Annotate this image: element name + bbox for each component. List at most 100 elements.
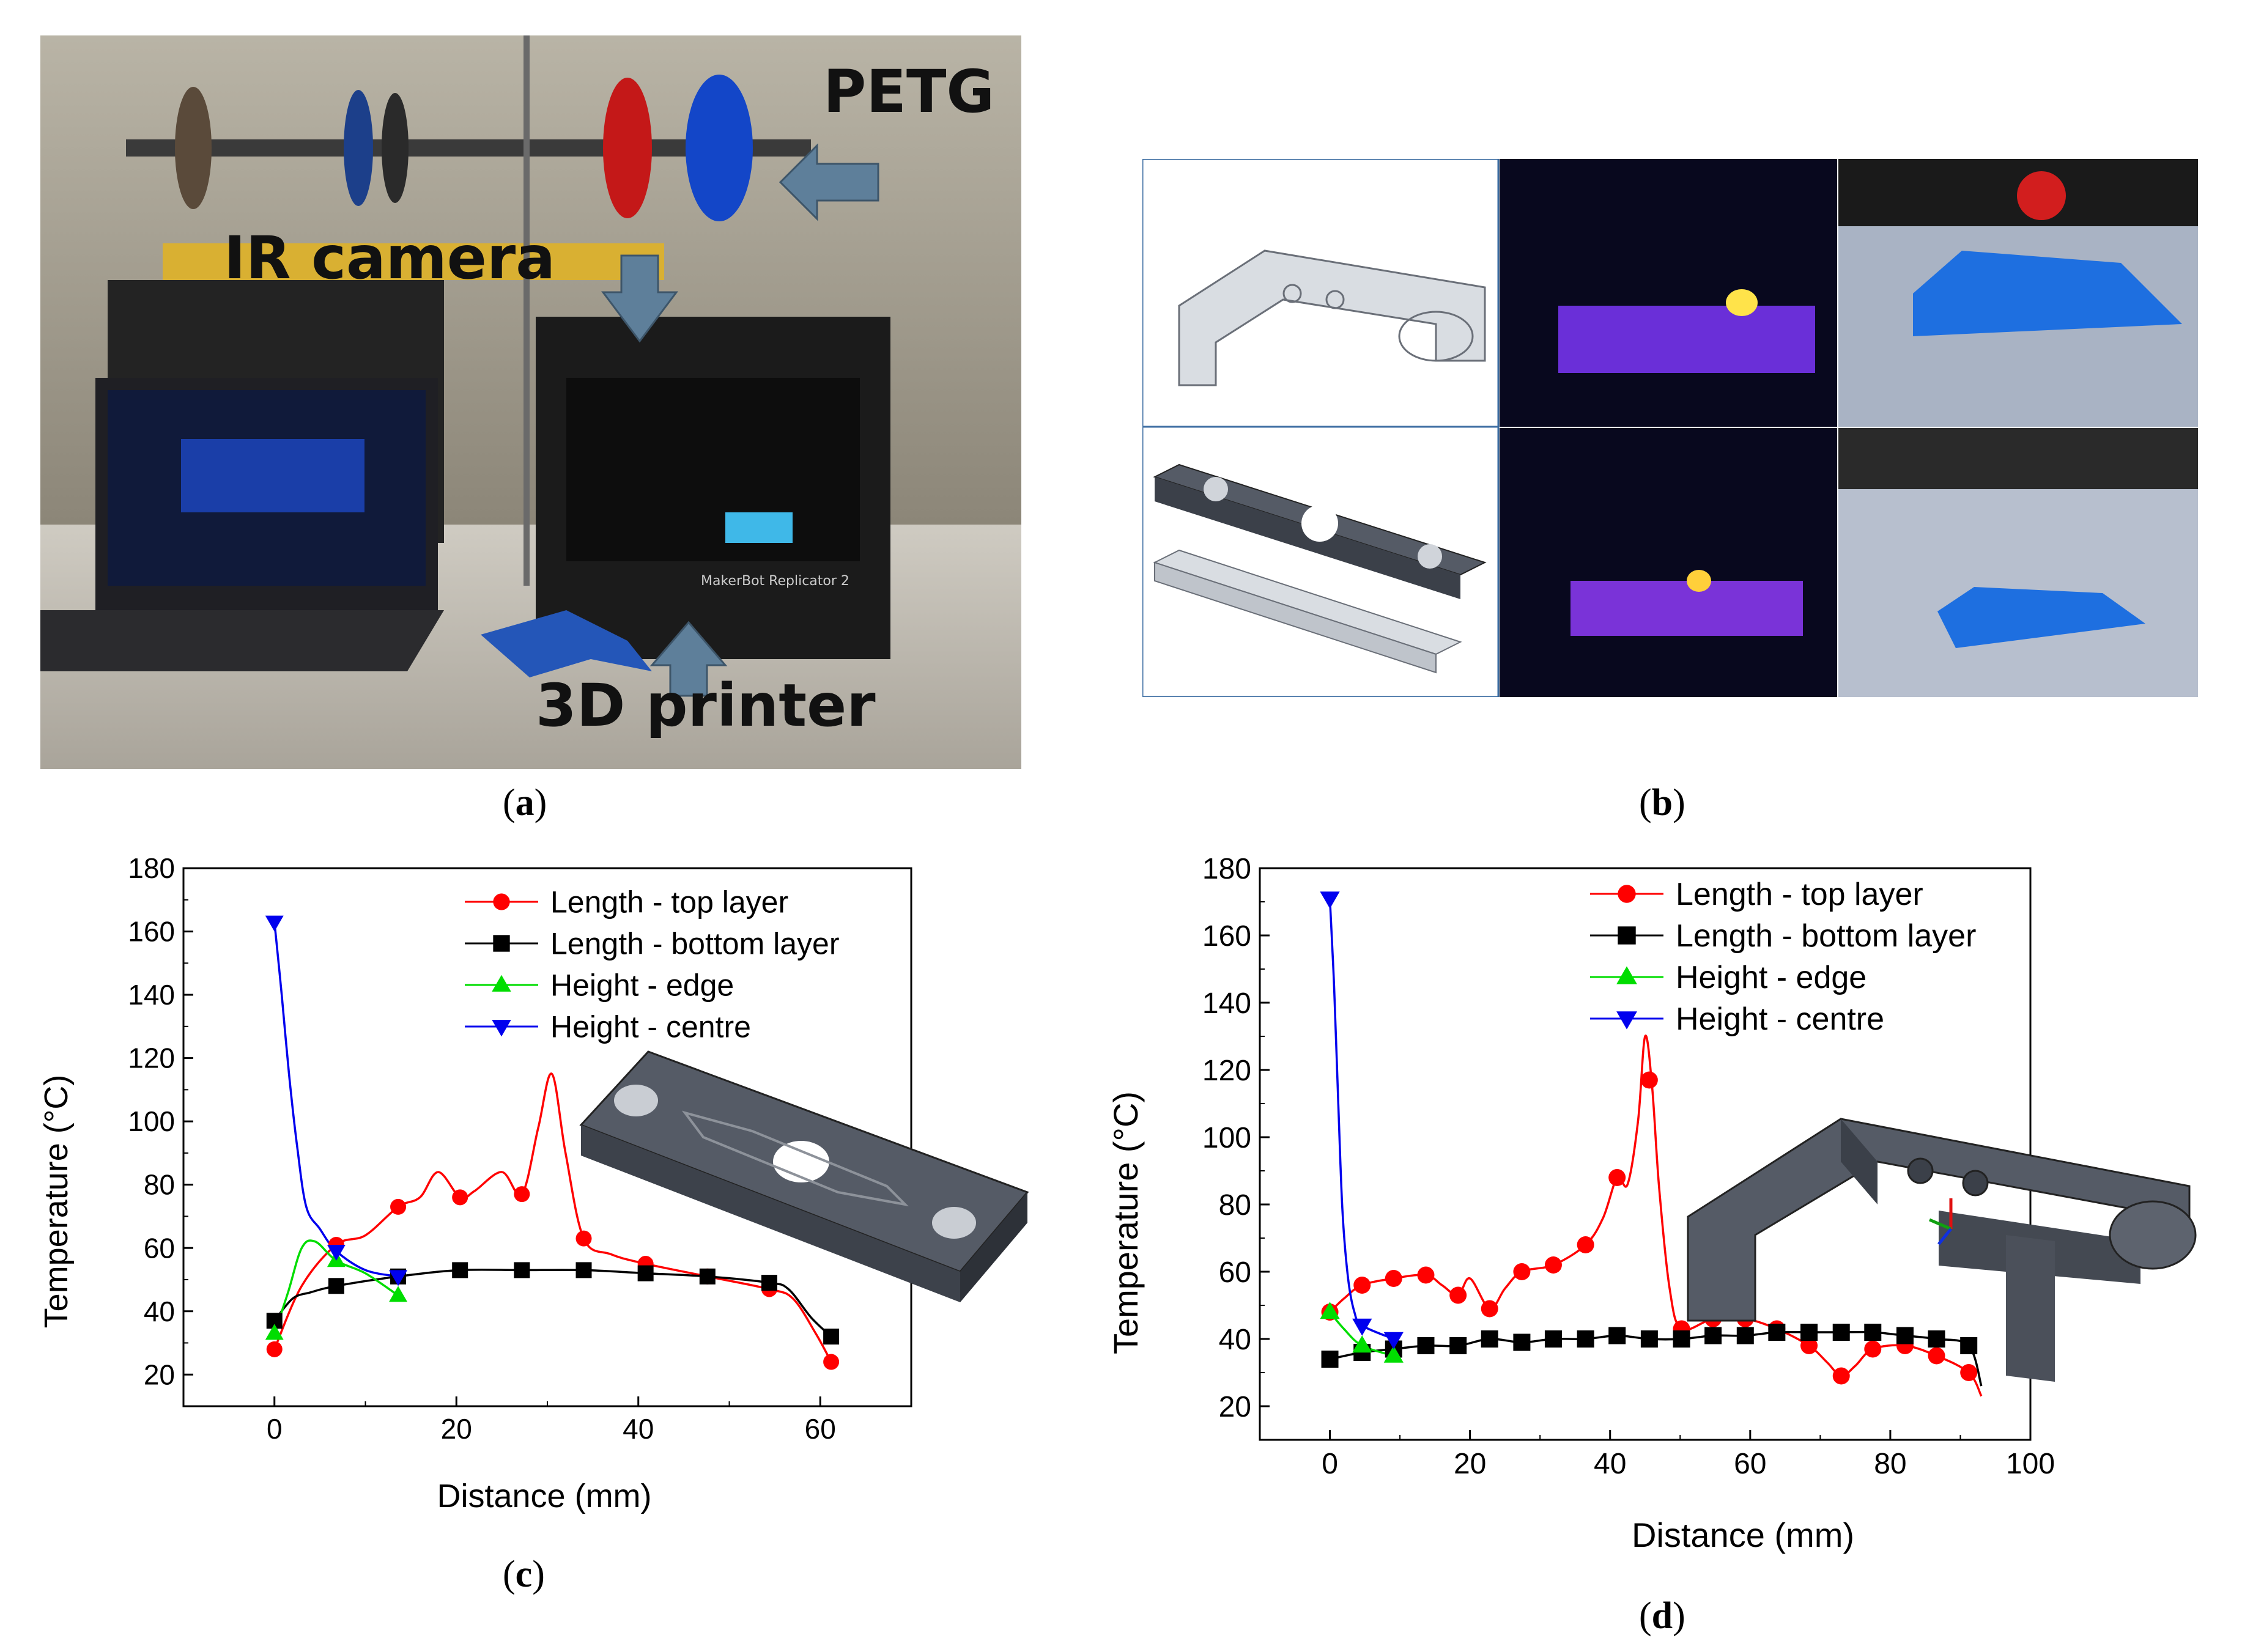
data-point xyxy=(1864,1324,1882,1341)
data-point xyxy=(265,1324,284,1340)
y-tick-label: 40 xyxy=(1219,1324,1251,1356)
data-point xyxy=(1481,1300,1498,1318)
data-point xyxy=(1321,1351,1339,1368)
data-point xyxy=(1513,1333,1531,1351)
data-point xyxy=(1577,1236,1594,1253)
chart-d: Temperature (°C) Distance (mm) 20 40 60 80 1… xyxy=(1106,853,2197,1554)
y-tick-label: 100 xyxy=(1202,1122,1251,1154)
plot-frame xyxy=(1259,867,2032,1441)
series-line xyxy=(273,1268,832,1338)
data-point xyxy=(327,1244,346,1261)
y-tick-label: 140 xyxy=(128,979,175,1011)
bracket-back-face xyxy=(1841,1119,1878,1204)
data-point xyxy=(1449,1337,1467,1354)
bracket-hole-2 xyxy=(1962,1170,1989,1197)
printer-label: 3D printer xyxy=(536,671,876,740)
y-tick-label: 160 xyxy=(1202,920,1251,953)
data-point xyxy=(1640,1330,1658,1348)
series-line xyxy=(1328,898,1394,1340)
panel-b-grid xyxy=(1141,158,2198,698)
series-line xyxy=(273,921,399,1278)
panel-b-drawing xyxy=(1141,158,2198,698)
x-tick-label: 0 xyxy=(267,1413,283,1445)
ylabel: Temperature (°C) xyxy=(38,1075,75,1329)
bracket-hole-1 xyxy=(1907,1157,1934,1184)
plate-hole-left xyxy=(614,1085,658,1116)
data-point xyxy=(1577,1330,1594,1348)
data-point xyxy=(1864,1340,1882,1358)
legend-entry: Height - edge xyxy=(1676,960,1866,995)
xlabel: Distance (mm) xyxy=(1632,1516,1854,1554)
legend-entry: Length - top layer xyxy=(550,885,788,920)
data-point xyxy=(1481,1330,1498,1348)
caption-d: (d) xyxy=(1639,1595,1685,1637)
x-tick-label: 80 xyxy=(1874,1448,1906,1480)
data-point xyxy=(1608,1327,1626,1344)
thermal-image-bottom xyxy=(1500,428,1837,697)
plate-hole-right xyxy=(932,1207,976,1239)
data-point xyxy=(1960,1364,1978,1381)
data-point xyxy=(1832,1367,1850,1385)
y-tick-label: 80 xyxy=(144,1169,175,1201)
y-tick-label: 100 xyxy=(128,1105,175,1137)
plate-front-face xyxy=(581,1125,960,1302)
y-tick-label: 140 xyxy=(1202,987,1251,1020)
data-point xyxy=(575,1262,592,1278)
data-point xyxy=(1736,1327,1754,1344)
data-point xyxy=(389,1286,407,1302)
data-point xyxy=(492,975,511,992)
series-line xyxy=(273,1072,832,1363)
caption-a: (a) xyxy=(503,782,547,824)
data-point xyxy=(514,1262,530,1278)
ir-camera-label: IR camera xyxy=(224,224,556,292)
data-point xyxy=(1352,1318,1372,1336)
data-point xyxy=(328,1278,344,1294)
data-point xyxy=(389,1270,407,1286)
data-point xyxy=(575,1230,592,1247)
y-tick-label: 180 xyxy=(1202,853,1251,885)
printer-brand: MakerBot Replicator 2 xyxy=(701,573,849,589)
bracket-curl xyxy=(2109,1200,2197,1270)
data-point xyxy=(699,1268,716,1285)
data-point xyxy=(1928,1347,1945,1365)
data-point xyxy=(1353,1277,1371,1294)
data-point xyxy=(1928,1330,1945,1348)
photo-setup-drawing xyxy=(40,35,1021,769)
plate-part-illustration xyxy=(579,1050,1029,1302)
legend-entry: Height - edge xyxy=(550,968,734,1003)
ylabel: Temperature (°C) xyxy=(1106,1091,1145,1354)
data-point xyxy=(452,1189,468,1206)
data-point xyxy=(1320,891,1340,909)
x-tick-label: 60 xyxy=(805,1413,836,1445)
data-point xyxy=(1800,1324,1818,1341)
series-line xyxy=(1330,1330,1983,1387)
legend-entry: Length - top layer xyxy=(1676,877,1923,912)
data-point xyxy=(1383,1332,1404,1349)
cad-plate-pair xyxy=(1153,463,1487,674)
data-point xyxy=(1544,1256,1562,1274)
x-tick-label: 40 xyxy=(1594,1448,1626,1480)
data-point xyxy=(1673,1330,1690,1348)
cad-bracket-light xyxy=(1178,249,1486,386)
legend-entry: Height - centre xyxy=(550,1010,751,1044)
data-point xyxy=(493,935,510,952)
y-tick-label: 60 xyxy=(1219,1256,1251,1289)
data-point xyxy=(1832,1324,1850,1341)
data-point xyxy=(1616,966,1637,984)
data-point xyxy=(265,915,284,932)
plate-slot xyxy=(681,1110,909,1207)
data-point xyxy=(1618,885,1636,903)
data-point xyxy=(514,1186,530,1203)
caption-b: (b) xyxy=(1639,782,1685,824)
data-point xyxy=(1768,1324,1786,1341)
data-point xyxy=(1704,1327,1722,1344)
y-tick-label: 20 xyxy=(1219,1391,1251,1423)
y-tick-label: 20 xyxy=(144,1359,175,1390)
data-point xyxy=(1513,1263,1531,1280)
data-point xyxy=(1352,1335,1372,1353)
data-point xyxy=(452,1262,468,1278)
data-point xyxy=(1383,1345,1404,1363)
data-point xyxy=(1449,1286,1467,1304)
data-point xyxy=(492,1020,511,1037)
xlabel: Distance (mm) xyxy=(437,1478,651,1514)
